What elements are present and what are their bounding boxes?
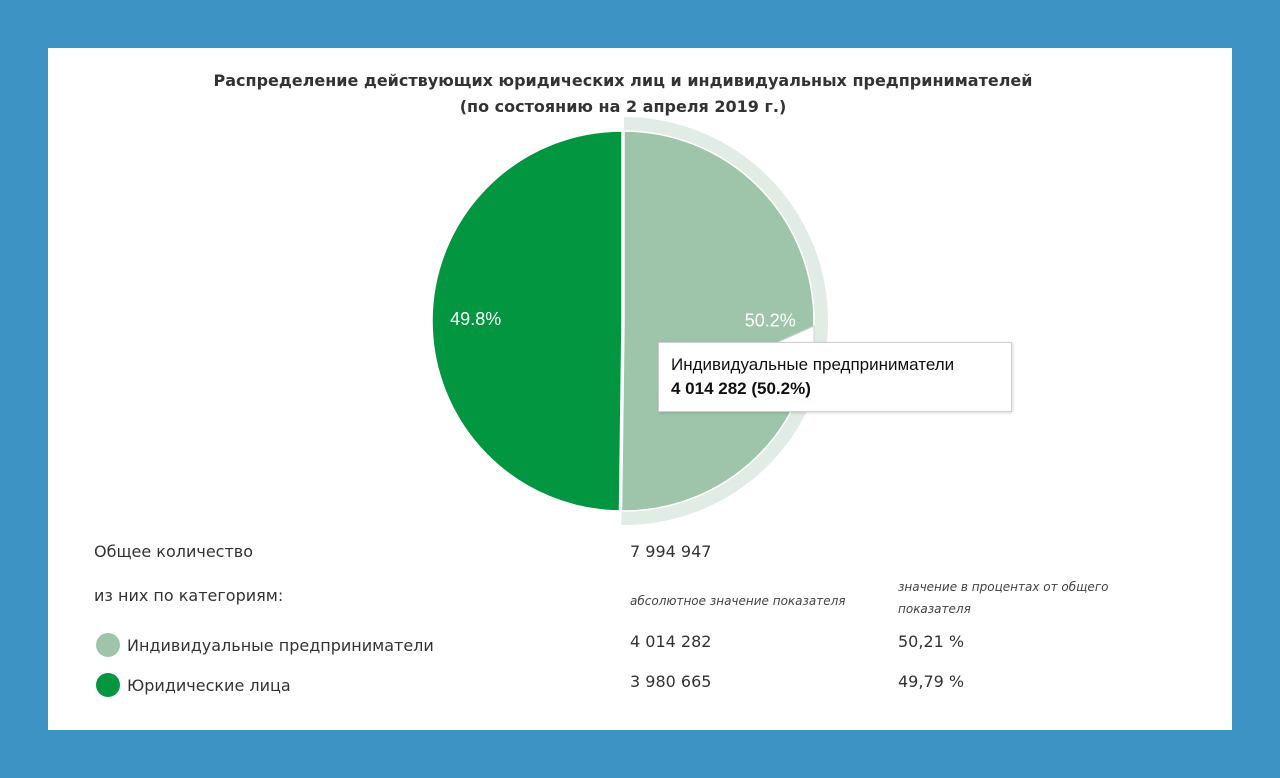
chart-tooltip: Индивидуальные предприниматели 4 014 282… [658, 342, 1012, 412]
row-pct-legal: 49,79 % [898, 672, 965, 691]
chart-title-line1: Распределение действующих юридических ли… [213, 71, 1033, 90]
pct-header-line1: значение в процентах от общего [898, 580, 1109, 594]
pie-slice-label-0: 50.2% [745, 311, 796, 331]
tooltip-pointer [777, 325, 815, 343]
pie-slice-label-1: 49.8% [450, 309, 501, 329]
chart-title-line2: (по состоянию на 2 апреля 2019 г.) [459, 97, 787, 116]
pct-value-header: значение в процентах от общего показател… [898, 576, 1108, 620]
pie-slice-0[interactable] [620, 130, 815, 512]
legend-dot-ip [96, 633, 120, 657]
pct-header-line2: показателя [898, 602, 971, 616]
row-abs-ip: 4 014 282 [630, 632, 712, 651]
row-pct-ip: 50,21 % [898, 632, 965, 651]
row-name-legal: Юридические лица [127, 676, 291, 695]
tooltip-series-name: Индивидуальные предприниматели [671, 355, 955, 374]
pie-slice-1[interactable] [431, 130, 623, 512]
total-label: Общее количество [94, 542, 254, 561]
categories-label: из них по категориям: [94, 586, 284, 605]
row-abs-legal: 3 980 665 [630, 672, 712, 691]
abs-value-header: абсолютное значение показателя [630, 594, 846, 608]
chart-title: Распределение действующих юридических ли… [48, 68, 1198, 120]
chart-card: Распределение действующих юридических ли… [48, 48, 1232, 730]
pie-chart: 50.2% 49.8% [431, 117, 828, 526]
row-name-ip: Индивидуальные предприниматели [127, 636, 434, 655]
total-value: 7 994 947 [630, 542, 712, 561]
tooltip-value: 4 014 282 (50.2%) [671, 379, 811, 398]
legend-dot-legal [96, 673, 120, 697]
